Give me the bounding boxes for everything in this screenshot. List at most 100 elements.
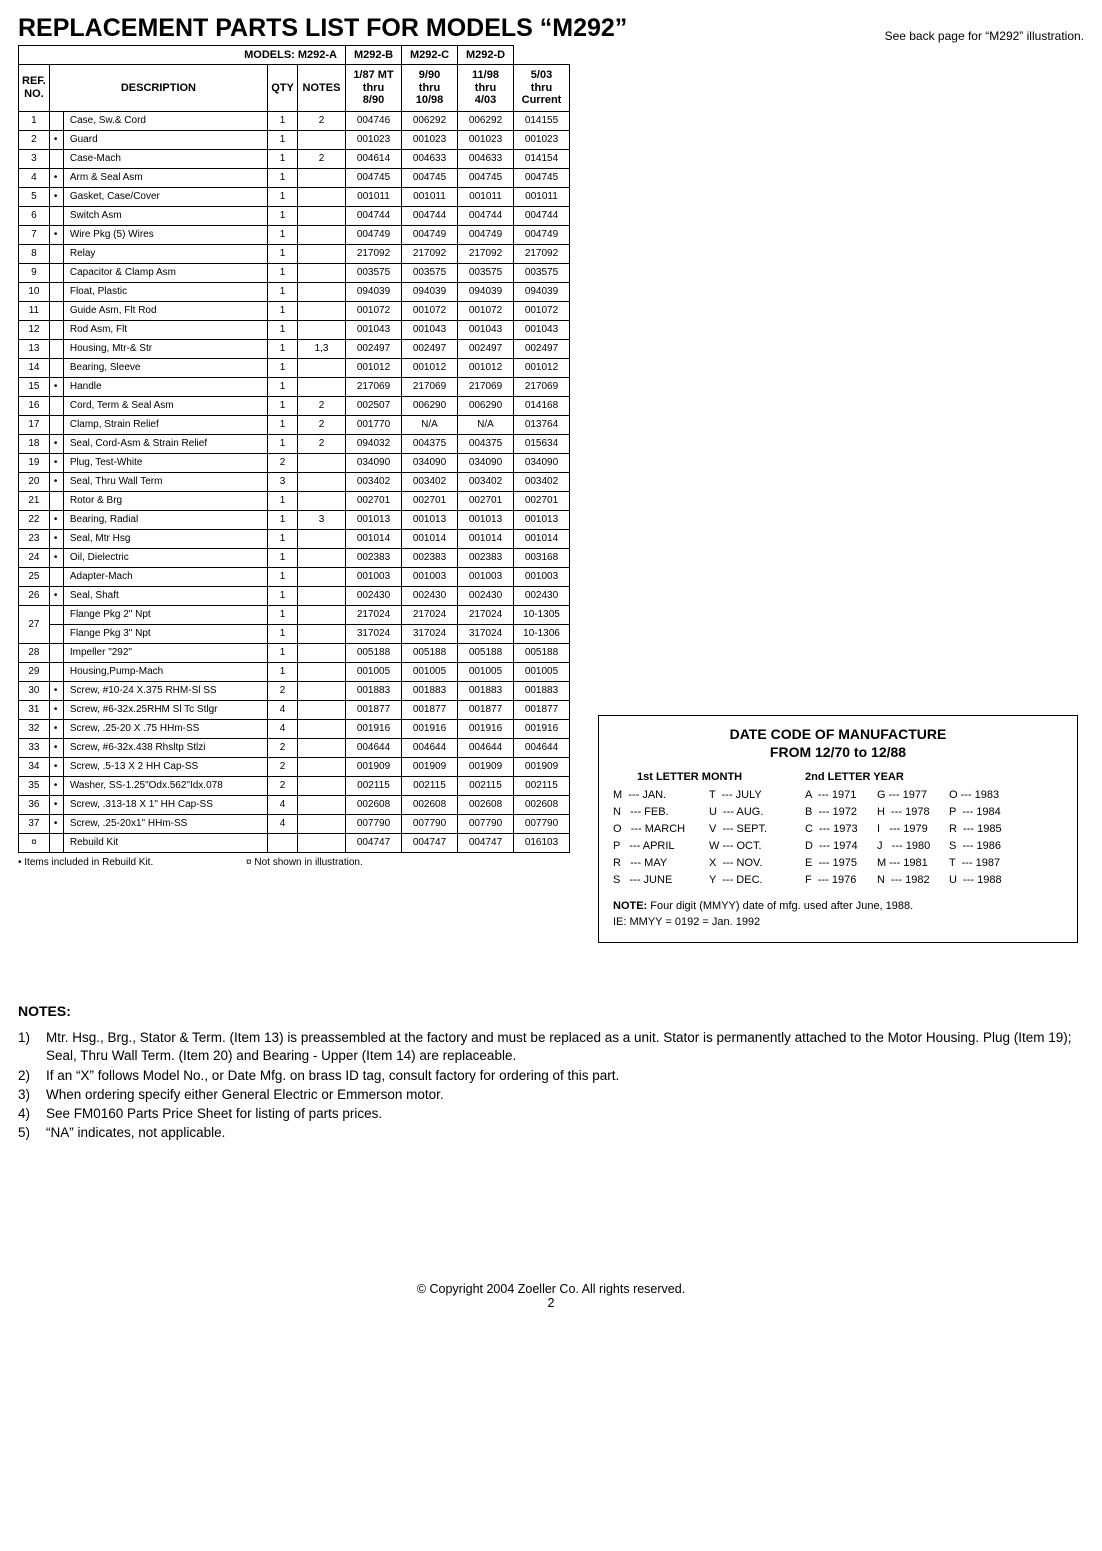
note-text: See FM0160 Parts Price Sheet for listing… bbox=[46, 1105, 1084, 1123]
cell-bullet: • bbox=[49, 529, 63, 548]
cell-bullet: • bbox=[49, 168, 63, 187]
cell-qty: 1 bbox=[268, 206, 298, 225]
table-row: 31•Screw, #6-32x.25RHM Sl Tc Stlgr400187… bbox=[19, 700, 570, 719]
cell-bullet: • bbox=[49, 738, 63, 757]
cell-notes bbox=[298, 814, 346, 833]
cell-pn: 004375 bbox=[458, 434, 514, 453]
cell-desc: Plug, Test-White bbox=[63, 453, 267, 472]
cell-pn: 001013 bbox=[346, 510, 402, 529]
cell-pn: 001909 bbox=[402, 757, 458, 776]
code-entry: N --- 1982 bbox=[877, 872, 949, 889]
cell-pn: 004644 bbox=[458, 738, 514, 757]
cell-desc: Screw, .5-13 X 2 HH Cap-SS bbox=[63, 757, 267, 776]
col-notes: NOTES bbox=[298, 65, 346, 112]
cell-pn: 004745 bbox=[346, 168, 402, 187]
code-entry: H --- 1978 bbox=[877, 804, 949, 821]
cell-pn: 004749 bbox=[514, 225, 570, 244]
cell-qty: 1 bbox=[268, 263, 298, 282]
date-code-panel: DATE CODE OF MANUFACTURE FROM 12/70 to 1… bbox=[598, 715, 1078, 943]
cell-notes bbox=[298, 567, 346, 586]
cell-desc: Screw, #10-24 X.375 RHM-Sl SS bbox=[63, 681, 267, 700]
cell-notes bbox=[298, 187, 346, 206]
legend-symbol: ¤ Not shown in illustration. bbox=[246, 857, 363, 868]
cell-pn: 001877 bbox=[402, 700, 458, 719]
cell-qty: 1 bbox=[268, 168, 298, 187]
code-entry: P --- 1984 bbox=[949, 804, 1021, 821]
cell-pn: 004744 bbox=[402, 206, 458, 225]
cell-qty: 1 bbox=[268, 282, 298, 301]
cell-pn: 001014 bbox=[458, 529, 514, 548]
cell-bullet bbox=[49, 339, 63, 358]
cell-qty: 1 bbox=[268, 187, 298, 206]
code-entry: A --- 1971 bbox=[805, 787, 877, 804]
cell-ref: 31 bbox=[19, 700, 50, 719]
legend-bullet: • Items included in Rebuild Kit. bbox=[18, 857, 153, 868]
cell-pn: 001003 bbox=[458, 567, 514, 586]
cell-ref: 33 bbox=[19, 738, 50, 757]
cell-notes: 3 bbox=[298, 510, 346, 529]
cell-desc: Rotor & Brg bbox=[63, 491, 267, 510]
cell-qty: 1 bbox=[268, 624, 298, 643]
cell-pn: 003575 bbox=[514, 263, 570, 282]
cell-bullet: • bbox=[49, 377, 63, 396]
cell-pn: 006290 bbox=[402, 396, 458, 415]
cell-ref: 27 bbox=[19, 605, 50, 643]
cell-pn: 002507 bbox=[346, 396, 402, 415]
cell-pn: 001012 bbox=[458, 358, 514, 377]
cell-qty: 1 bbox=[268, 643, 298, 662]
cell-qty: 1 bbox=[268, 358, 298, 377]
cell-desc: Oil, Dielectric bbox=[63, 548, 267, 567]
cell-pn: 003402 bbox=[514, 472, 570, 491]
cell-pn: 002497 bbox=[514, 339, 570, 358]
cell-pn: 002608 bbox=[402, 795, 458, 814]
cell-pn: 217092 bbox=[346, 244, 402, 263]
cell-bullet: • bbox=[49, 434, 63, 453]
cell-pn: 001023 bbox=[346, 130, 402, 149]
see-back-note: See back page for “M292” illustration. bbox=[885, 29, 1084, 43]
cell-pn: 002383 bbox=[402, 548, 458, 567]
cell-ref: 22 bbox=[19, 510, 50, 529]
cell-pn: 034090 bbox=[402, 453, 458, 472]
cell-pn: 317024 bbox=[458, 624, 514, 643]
cell-notes bbox=[298, 795, 346, 814]
cell-pn: 001013 bbox=[514, 510, 570, 529]
code-entry: S --- 1986 bbox=[949, 838, 1021, 855]
code-entry: E --- 1975 bbox=[805, 855, 877, 872]
cell-bullet bbox=[49, 206, 63, 225]
code-entry: N --- FEB. bbox=[613, 804, 709, 821]
cell-pn: 005188 bbox=[458, 643, 514, 662]
table-row: 35•Washer, SS-1.25"Odx.562"Idx.078200211… bbox=[19, 776, 570, 795]
cell-qty: 1 bbox=[268, 491, 298, 510]
cell-pn: 001014 bbox=[514, 529, 570, 548]
cell-qty: 1 bbox=[268, 567, 298, 586]
code-entry: T --- JULY bbox=[709, 787, 805, 804]
code-entry: C --- 1973 bbox=[805, 821, 877, 838]
table-row: 19•Plug, Test-White203409003409003409003… bbox=[19, 453, 570, 472]
cell-desc: Guide Asm, Flt Rod bbox=[63, 301, 267, 320]
table-row: 8Relay1217092217092217092217092 bbox=[19, 244, 570, 263]
cell-desc: Capacitor & Clamp Asm bbox=[63, 263, 267, 282]
cell-pn: 001916 bbox=[346, 719, 402, 738]
cell-notes bbox=[298, 624, 346, 643]
table-row: 12Rod Asm, Flt1001043001043001043001043 bbox=[19, 320, 570, 339]
cell-pn: 003402 bbox=[458, 472, 514, 491]
table-legend: • Items included in Rebuild Kit. ¤ Not s… bbox=[18, 857, 570, 868]
cell-bullet bbox=[49, 624, 63, 643]
cell-ref: 29 bbox=[19, 662, 50, 681]
cell-pn: 014168 bbox=[514, 396, 570, 415]
table-row: 36•Screw, .313-18 X 1" HH Cap-SS40026080… bbox=[19, 795, 570, 814]
cell-qty: 1 bbox=[268, 510, 298, 529]
cell-ref: 21 bbox=[19, 491, 50, 510]
cell-desc: Housing, Mtr-& Str bbox=[63, 339, 267, 358]
code-entry: T --- 1987 bbox=[949, 855, 1021, 872]
cell-qty: 1 bbox=[268, 529, 298, 548]
cell-notes bbox=[298, 681, 346, 700]
cell-pn: 001883 bbox=[514, 681, 570, 700]
cell-pn: 007790 bbox=[346, 814, 402, 833]
cell-pn: 002430 bbox=[514, 586, 570, 605]
cell-desc: Screw, .25-20 X .75 HHm-SS bbox=[63, 719, 267, 738]
cell-notes bbox=[298, 225, 346, 244]
table-row: Flange Pkg 3" Npt131702431702431702410-1… bbox=[19, 624, 570, 643]
cell-pn: 001916 bbox=[514, 719, 570, 738]
cell-pn: 002608 bbox=[346, 795, 402, 814]
